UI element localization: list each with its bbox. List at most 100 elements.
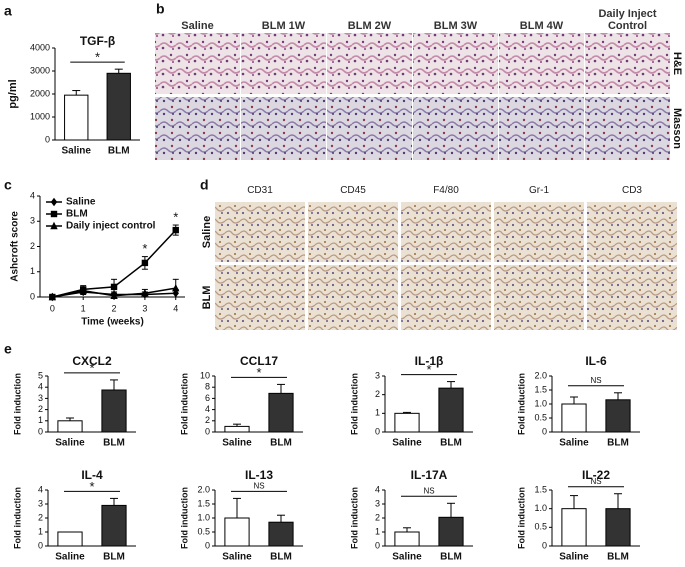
y-tick-label: 1.5 — [197, 498, 210, 508]
micrograph — [155, 33, 240, 94]
chart-title: TGF-β — [80, 34, 115, 48]
marker — [172, 283, 180, 292]
x-tick-label: 4 — [173, 303, 178, 313]
x-tick-label: Saline — [222, 438, 252, 449]
y-tick-label: 2 — [205, 415, 210, 425]
micrograph — [308, 202, 398, 262]
bar — [57, 420, 83, 433]
y-axis-label: Fold induction — [516, 487, 526, 549]
micrograph — [413, 33, 498, 94]
x-tick-label: BLM — [607, 438, 629, 449]
y-tick-label: 2 — [375, 512, 380, 522]
marker — [141, 259, 149, 267]
column-header: Gr-1 — [529, 185, 549, 196]
significance-label: * — [173, 209, 178, 224]
bar — [605, 399, 631, 433]
x-tick-label: Saline — [222, 552, 252, 563]
micrograph — [401, 265, 491, 330]
significance-label: * — [256, 365, 261, 380]
chart-title: IL-13 — [245, 468, 273, 482]
x-tick-label: 0 — [50, 303, 55, 313]
chart-title: IL-1β — [415, 354, 444, 368]
y-tick-label: 3 — [38, 498, 43, 508]
y-tick-label: 1.0 — [534, 398, 547, 408]
y-axis-label: Fold induction — [12, 487, 22, 549]
y-tick-label: 0.5 — [197, 526, 210, 536]
micrograph — [499, 97, 584, 160]
bar — [57, 531, 83, 547]
y-tick-label: 2000 — [30, 88, 50, 98]
significance-label: NS — [253, 482, 264, 491]
y-tick-label: 0.5 — [534, 522, 547, 532]
y-axis-label: Fold induction — [179, 373, 189, 435]
x-tick-label: 1 — [81, 303, 86, 313]
x-tick-label: Saline — [392, 552, 422, 563]
y-tick-label: 2.0 — [197, 484, 210, 494]
bar — [268, 392, 294, 433]
chart-title: CXCL2 — [72, 354, 112, 368]
x-tick-label: BLM — [270, 552, 292, 563]
chart-title: CCL17 — [240, 354, 278, 368]
y-tick-label: 0 — [38, 540, 43, 550]
significance-label: NS — [423, 486, 434, 495]
y-tick-label: 6 — [205, 393, 210, 403]
significance-label: * — [89, 479, 94, 494]
y-axis-label: Fold induction — [349, 487, 359, 549]
significance-label: * — [142, 241, 147, 256]
row-label: BLM — [201, 286, 213, 310]
row-label: Saline — [201, 216, 213, 248]
micrograph — [155, 97, 240, 160]
micrograph — [327, 33, 412, 94]
marker — [110, 291, 118, 299]
y-tick-label: 4 — [38, 484, 43, 494]
y-tick-label: 1.0 — [197, 512, 210, 522]
column-header: CD31 — [247, 185, 273, 196]
bar — [605, 508, 631, 547]
y-tick-label: 2 — [375, 389, 380, 399]
legend-label: Saline — [66, 197, 96, 208]
x-tick-label: BLM — [440, 438, 462, 449]
column-header: F4/80 — [433, 185, 459, 196]
column-header: BLM 1W — [261, 20, 306, 32]
significance-label: NS — [590, 477, 601, 486]
y-tick-label: 2 — [38, 512, 43, 522]
y-tick-label: 0.5 — [534, 412, 547, 422]
x-tick-label: Saline — [55, 438, 85, 449]
marker — [79, 286, 87, 294]
bar — [101, 504, 127, 547]
y-tick-label: 1 — [38, 415, 43, 425]
micrograph — [585, 97, 670, 160]
legend-marker — [50, 197, 58, 207]
chart-title: IL-17A — [411, 468, 448, 482]
row-label: Masson — [671, 108, 683, 149]
bar — [268, 521, 294, 547]
row-label: H&E — [671, 52, 683, 75]
micrograph — [499, 33, 584, 94]
y-tick-label: 0 — [375, 540, 380, 550]
legend-marker — [50, 221, 58, 230]
marker — [141, 289, 149, 297]
y-tick-label: 3 — [30, 216, 35, 226]
panel-label: d — [200, 177, 209, 193]
y-tick-label: 2 — [30, 241, 35, 251]
y-tick-label: 0 — [542, 540, 547, 550]
x-tick-label: BLM — [108, 146, 130, 157]
column-header: BLM 3W — [433, 20, 478, 32]
y-tick-label: 1 — [38, 526, 43, 536]
y-tick-label: 2.0 — [534, 370, 547, 380]
bar — [64, 94, 89, 141]
y-tick-label: 8 — [205, 382, 210, 392]
y-tick-label: 0 — [205, 540, 210, 550]
micrograph — [413, 97, 498, 160]
y-tick-label: 0 — [542, 426, 547, 436]
panel-label: c — [4, 177, 12, 193]
y-axis-label: Fold induction — [179, 487, 189, 549]
y-axis-label: pg/ml — [7, 79, 19, 108]
y-tick-label: 1.0 — [534, 503, 547, 513]
x-tick-label: Saline — [392, 438, 422, 449]
y-tick-label: 3 — [375, 370, 380, 380]
column-header: BLM 2W — [347, 20, 392, 32]
y-tick-label: 3 — [375, 498, 380, 508]
